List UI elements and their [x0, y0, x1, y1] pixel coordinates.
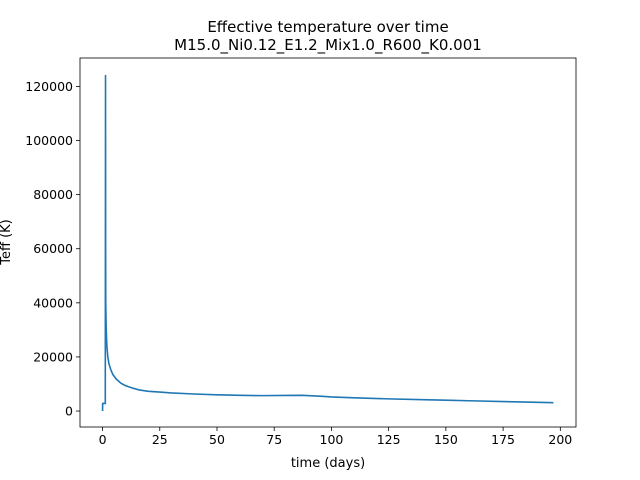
- x-tick-label: 0: [99, 432, 107, 447]
- x-axis-label: time (days): [291, 456, 365, 471]
- series-line-teff: [101, 74, 554, 412]
- y-tick-label: 20000: [33, 349, 73, 364]
- y-tick-label: 60000: [33, 241, 73, 256]
- x-tick-label: 150: [434, 432, 458, 447]
- x-tick-label: 125: [377, 432, 401, 447]
- x-tick-label: 50: [209, 432, 225, 447]
- x-tick-label: 175: [491, 432, 515, 447]
- y-axis-ticks: 0 20000 40000 60000 80000 100000 120000: [25, 79, 80, 419]
- y-tick-label: 100000: [25, 133, 73, 148]
- y-tick-label: 80000: [33, 187, 73, 202]
- x-tick-label: 25: [152, 432, 168, 447]
- x-tick-label: 75: [266, 432, 282, 447]
- axes-frame: [79, 57, 577, 428]
- y-tick-label: 120000: [25, 79, 73, 94]
- x-axis-ticks: 0 25 50 75 100 125 150 175 200: [99, 427, 572, 447]
- chart-title: Effective temperature over time: [207, 18, 448, 36]
- y-tick-label: 0: [65, 404, 73, 419]
- x-tick-label: 100: [320, 432, 344, 447]
- x-tick-label: 200: [548, 432, 572, 447]
- y-tick-label: 40000: [33, 295, 73, 310]
- chart-subtitle: M15.0_Ni0.12_E1.2_Mix1.0_R600_K0.001: [174, 36, 482, 55]
- y-axis-label: Teff (K): [0, 219, 14, 266]
